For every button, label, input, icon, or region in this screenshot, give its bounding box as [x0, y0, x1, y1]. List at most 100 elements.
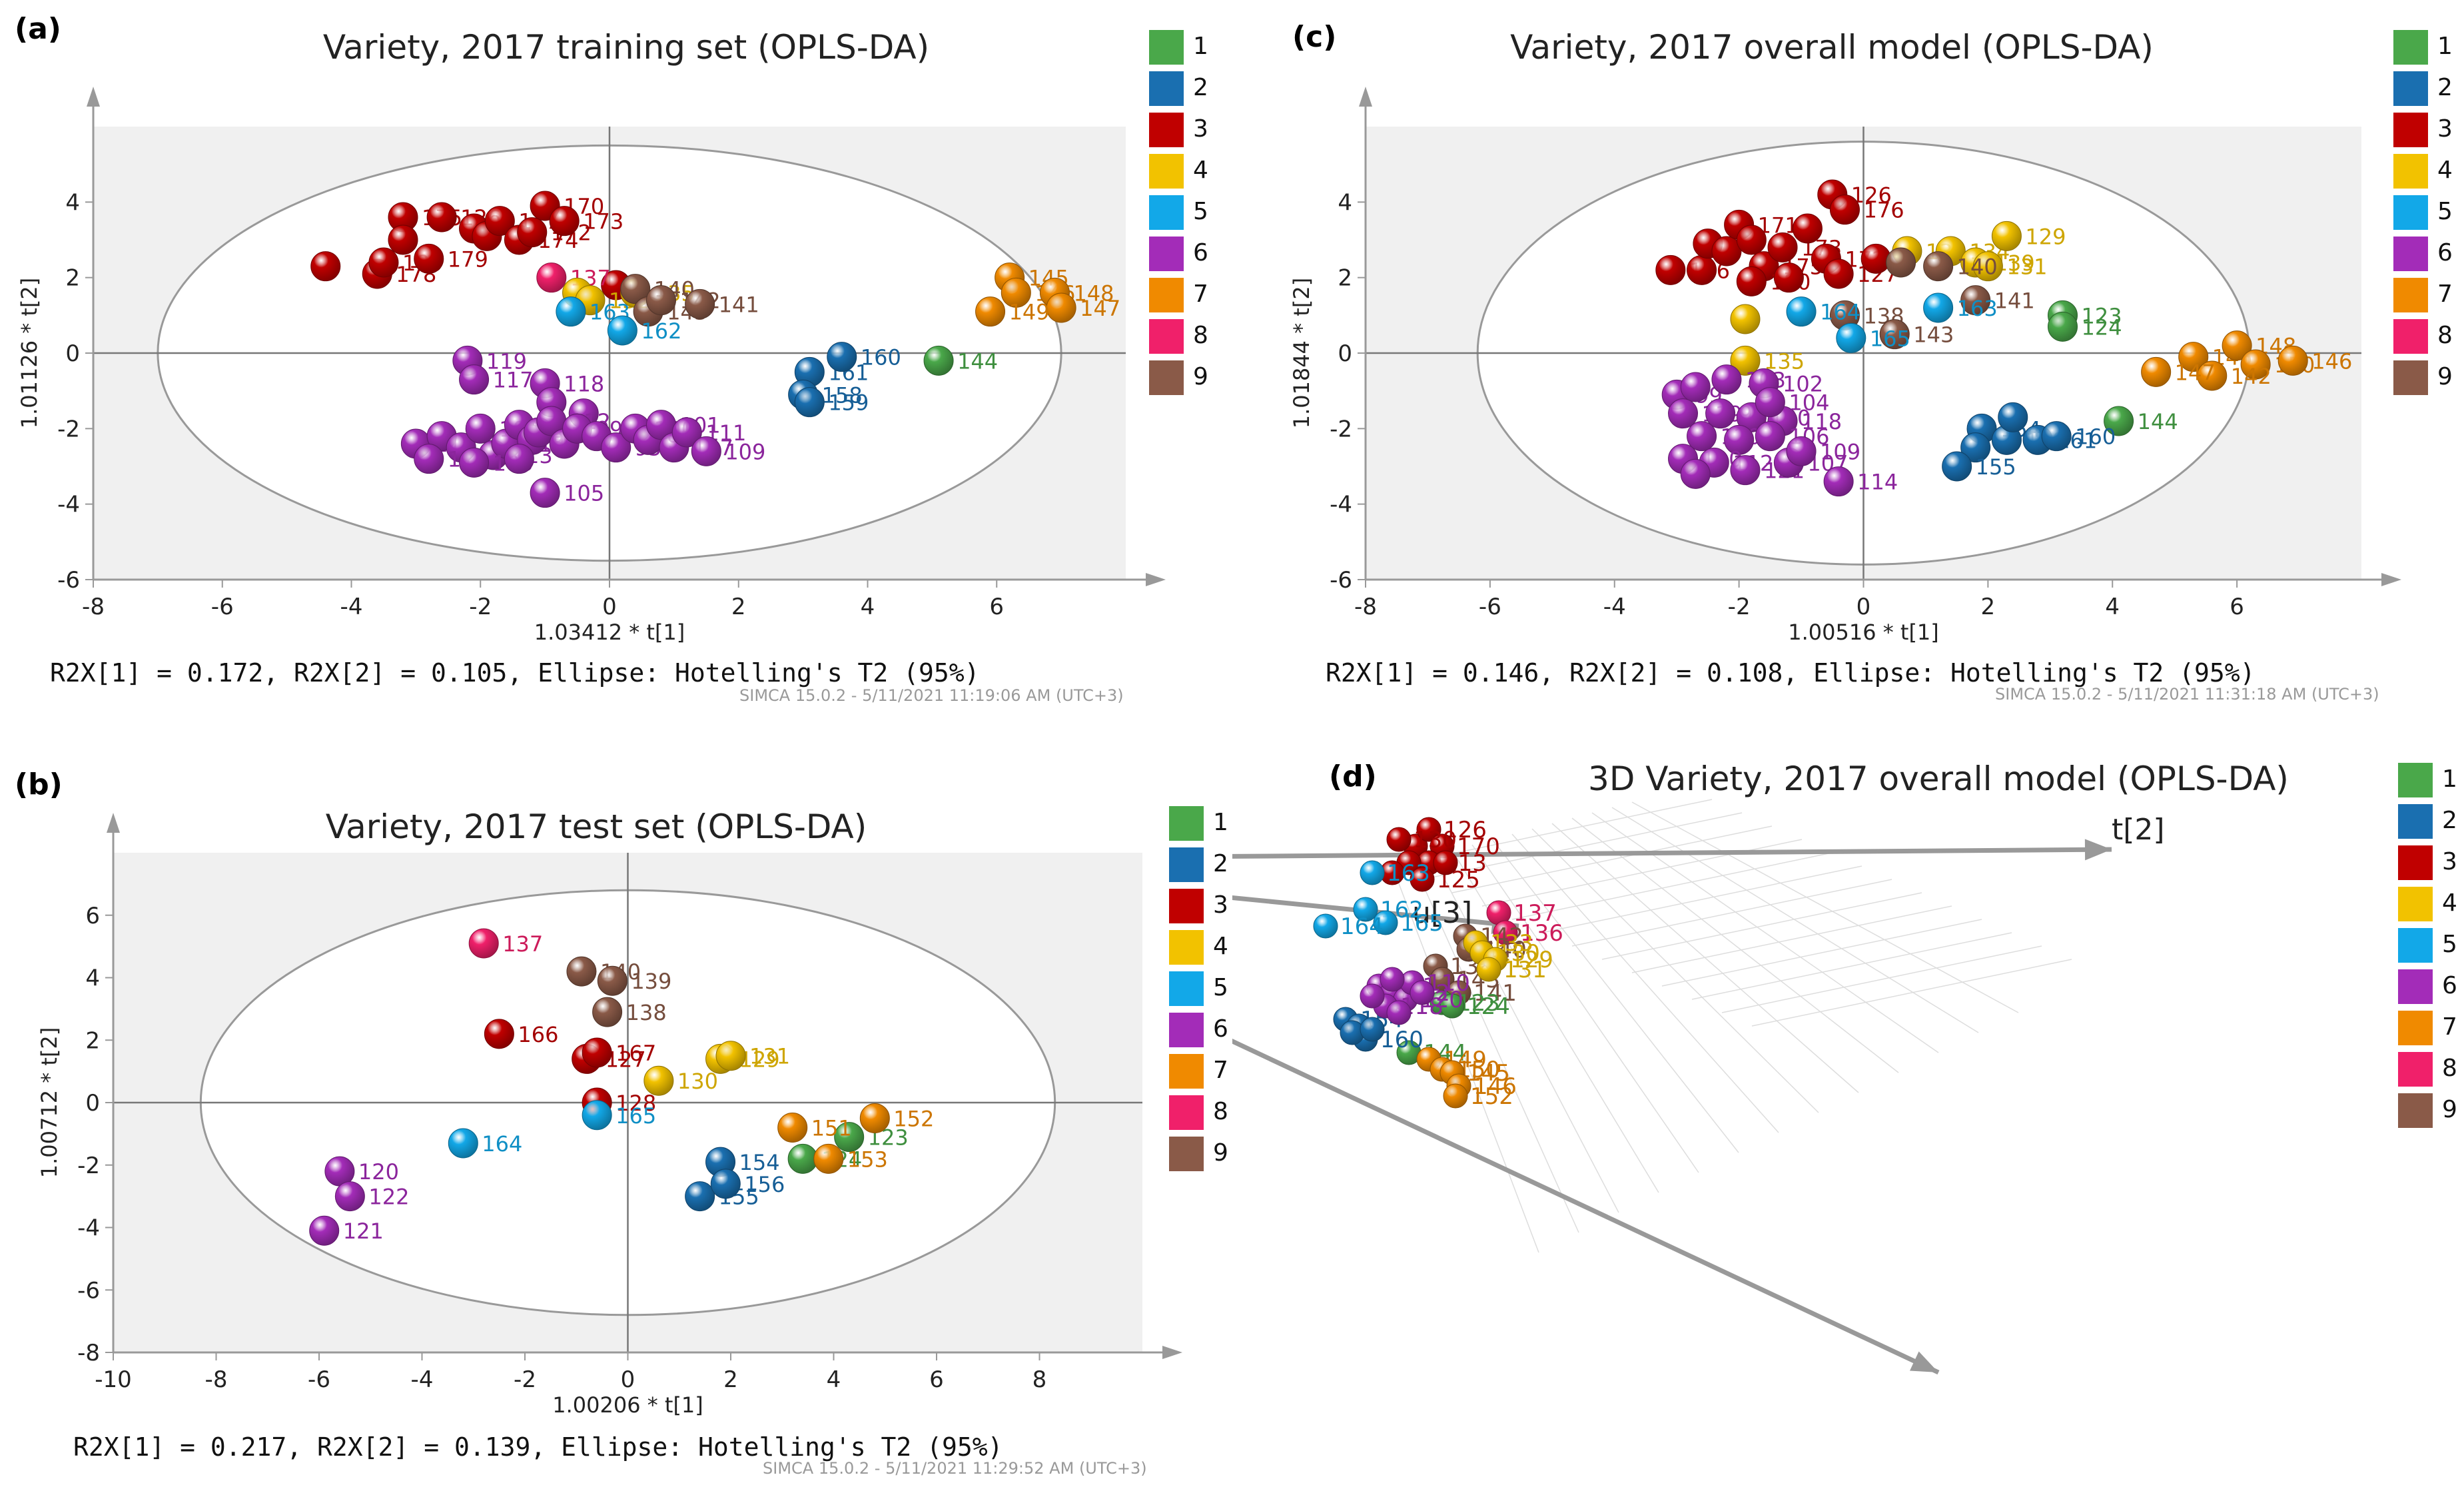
data-point-class-3: [484, 1019, 514, 1049]
y-tick-label-a: 4: [65, 189, 80, 216]
y-axis-arrow-a: [87, 87, 100, 107]
panel-label-b: (b): [15, 767, 63, 801]
chart-title-c: Variety, 2017 overall model (OPLS-DA): [1510, 28, 2154, 67]
point-label: 117: [493, 368, 534, 393]
y-tick-label-b: -2: [77, 1153, 100, 1179]
data-point-class-7: [859, 1103, 890, 1133]
data-point-class-3: [1386, 827, 1412, 852]
point-label: 160: [861, 345, 901, 370]
point-label: 179: [448, 247, 488, 272]
data-point-class-6: [459, 364, 490, 395]
x-tick-label-c: -4: [1603, 594, 1626, 620]
legend-swatch: [2398, 1052, 2433, 1087]
point-label: 153: [847, 1147, 888, 1172]
x-axis-label-b: 1.00206 * t[1]: [552, 1392, 703, 1418]
data-point-class-2: [685, 1181, 715, 1212]
legend-label: 1: [1213, 809, 1228, 836]
point-label: 163: [1957, 296, 1998, 321]
data-point-class-7: [1443, 1083, 1468, 1109]
data-point-class-2: [1960, 432, 1991, 463]
x-tick-label-c: 2: [1981, 594, 1996, 620]
data-point-class-2: [1942, 451, 1972, 482]
point-label: 131: [1503, 957, 1547, 983]
x-tick-label-a: 6: [989, 594, 1004, 620]
x-axis-label-c: 1.00516 * t[1]: [1788, 620, 1939, 645]
legend-label: 5: [2437, 198, 2453, 225]
point-label: 128: [616, 1091, 656, 1116]
legend-label: 9: [1193, 363, 1208, 390]
legend-label: 2: [2437, 74, 2453, 101]
y-tick-label-a: 0: [65, 340, 80, 367]
y-axis-label-c: 1.01844 * t[2]: [1289, 278, 1314, 429]
data-point-class-5: [1353, 897, 1378, 922]
point-label: 160: [1380, 1027, 1424, 1053]
point-label: 131: [749, 1044, 790, 1069]
data-point-class-3: [1823, 258, 1854, 289]
point-label: 109: [725, 439, 765, 464]
data-point-class-6: [1386, 1000, 1412, 1025]
data-point-class-6: [671, 417, 702, 448]
data-point-class-9: [1886, 247, 1916, 278]
point-label: 149: [1009, 300, 1050, 325]
stats-line-a: R2X[1] = 0.172, R2X[2] = 0.105, Ellipse:…: [50, 658, 980, 688]
x-tick-label-b: -4: [411, 1366, 434, 1393]
legend-label: 4: [2442, 889, 2457, 917]
point-label: 118: [564, 371, 604, 396]
y-axis-arrow-b: [107, 813, 120, 833]
data-point-class-6: [530, 478, 560, 508]
legend-label: 6: [2442, 972, 2457, 999]
chart-title-a: Variety, 2017 training set (OPLS-DA): [322, 28, 930, 67]
point-label: 124: [2082, 314, 2122, 340]
data-point-class-7: [2277, 345, 2308, 376]
data-point-class-3: [582, 1037, 612, 1068]
legend-label: 9: [2437, 363, 2453, 390]
data-point-class-4: [1730, 345, 1761, 376]
legend-swatch: [1169, 847, 1204, 882]
legend-label: 4: [1213, 933, 1228, 960]
data-point-class-6: [504, 444, 534, 474]
data-point-class-6: [601, 432, 631, 463]
point-label: 165: [616, 1103, 656, 1129]
data-point-class-9: [685, 288, 715, 319]
data-point-class-6: [1705, 398, 1736, 429]
point-label: 160: [2075, 424, 2116, 450]
point-label: 141: [1473, 980, 1517, 1007]
legend-swatch: [2393, 319, 2428, 354]
legend-label: 6: [2437, 239, 2453, 266]
data-point-class-6: [309, 1215, 340, 1246]
point-label: 141: [1994, 288, 2035, 314]
point-label: 145: [1467, 1060, 1510, 1087]
data-point-class-3: [1860, 243, 1891, 274]
legend-swatch: [1149, 360, 1184, 395]
axis-vertical-arrow: [1232, 1039, 1940, 1375]
y-tick-label-b: -8: [77, 1340, 100, 1366]
point-label: 152: [1470, 1083, 1513, 1110]
panel-label-d: (d): [1329, 759, 1377, 793]
legend-label: 9: [1213, 1139, 1228, 1167]
data-point-class-6: [691, 436, 721, 466]
data-point-class-5: [1373, 910, 1398, 935]
legend-swatch: [1149, 237, 1184, 271]
point-label: 162: [641, 318, 681, 344]
legend-swatch: [2398, 763, 2433, 797]
y-tick-label-b: 4: [85, 965, 100, 992]
data-point-class-2: [827, 342, 857, 372]
legend-swatch: [2393, 360, 2428, 395]
data-point-class-4: [1972, 251, 2003, 282]
legend-label: 4: [2437, 157, 2453, 184]
data-point-class-8: [468, 928, 499, 959]
data-point-class-3: [1773, 262, 1804, 293]
legend-label: 5: [2442, 931, 2457, 958]
data-point-class-6: [1755, 421, 1785, 452]
data-point-class-3: [1687, 254, 1717, 285]
data-point-class-7: [2240, 349, 2271, 380]
data-point-class-6: [459, 447, 490, 478]
data-point-class-4: [1730, 304, 1761, 334]
data-point-class-4: [1476, 957, 1501, 982]
legend-swatch: [1169, 1013, 1204, 1047]
legend-swatch: [1169, 930, 1204, 965]
point-label: 136: [1520, 920, 1563, 947]
x-axis-arrow-b: [1162, 1346, 1182, 1359]
